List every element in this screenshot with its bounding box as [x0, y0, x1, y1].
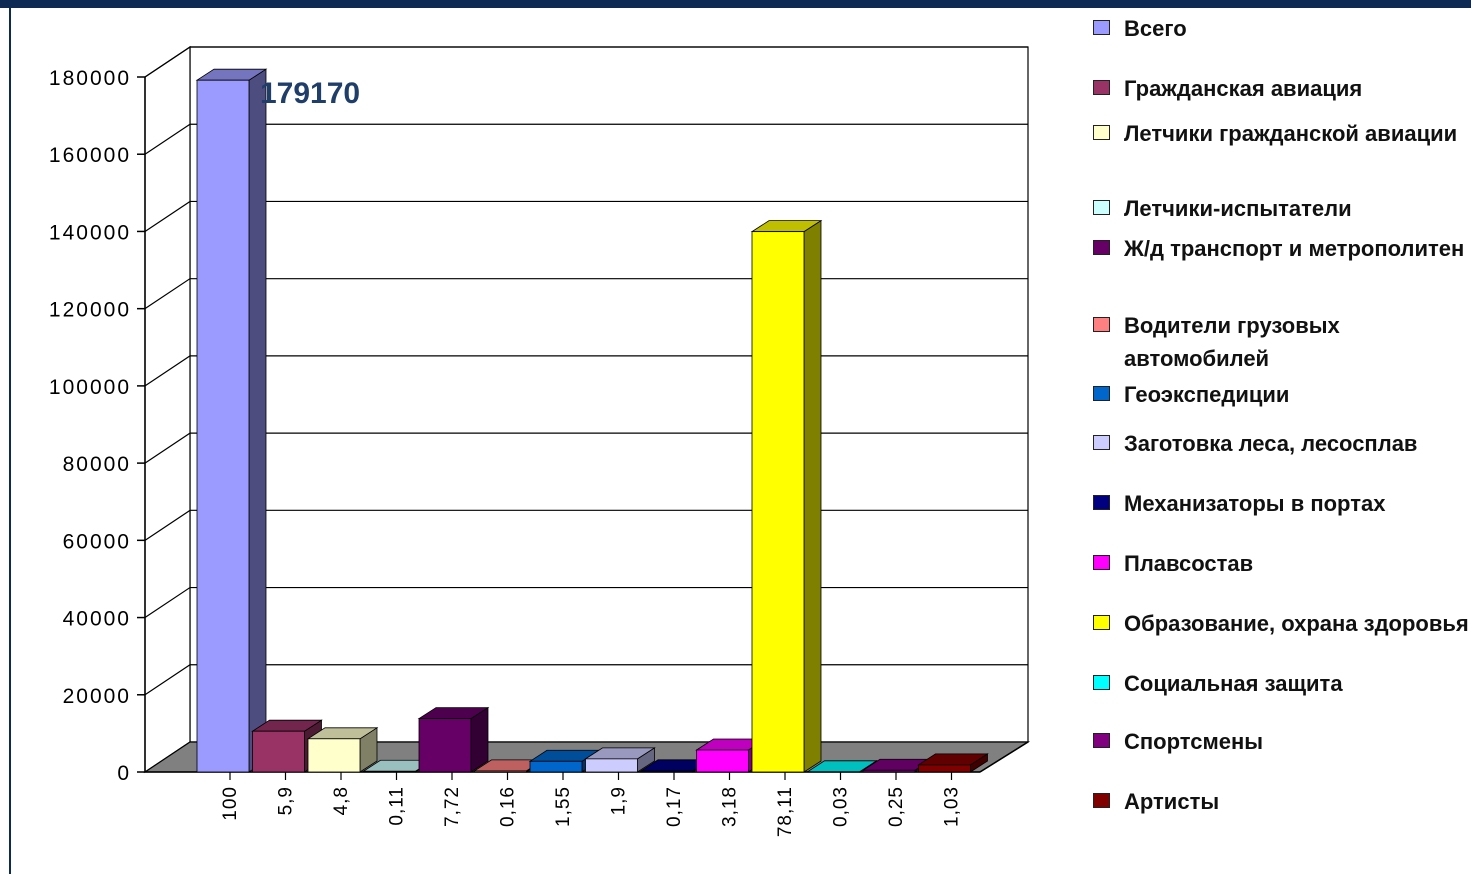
legend-label: Водители грузовых автомобилей	[1124, 313, 1340, 371]
legend-swatch	[1093, 675, 1110, 690]
legend-label: Механизаторы в портах	[1124, 491, 1386, 516]
bar-4	[417, 706, 490, 773]
x-tick-label: 7,72	[442, 786, 463, 827]
bar-front	[196, 79, 250, 773]
gridline	[144, 46, 1028, 78]
legend: Всего Гражданская авиация Летчики гражданс…	[1092, 12, 1469, 832]
bar-7	[584, 747, 656, 773]
x-tick-label: 100	[220, 786, 241, 821]
gridline	[144, 586, 1028, 619]
bar-front	[751, 231, 805, 773]
legend-label: Гражданская авиация	[1124, 76, 1363, 101]
bar-10	[750, 219, 823, 773]
legend-swatch	[1093, 386, 1110, 401]
gridline	[144, 123, 1028, 155]
bar-front	[918, 764, 971, 773]
bar-side	[803, 219, 822, 773]
bar-chart: 0 20000 40000 60000 80000 100000 120000 140000 1…	[49, 45, 1031, 837]
legend-label: Геоэкспедиции	[1124, 382, 1290, 407]
bar-2	[306, 727, 379, 773]
x-tick-label: 0,03	[831, 786, 852, 827]
x-tick-label: 3,18	[720, 786, 741, 827]
gridline	[144, 355, 1028, 387]
side-wall	[144, 45, 191, 774]
legend-swatch	[1093, 615, 1110, 630]
y-tick-label: 180000	[49, 67, 131, 90]
legend-swatch	[1093, 80, 1110, 95]
y-tick-label: 0	[117, 762, 131, 785]
x-tick-label: 4,8	[331, 786, 352, 815]
legend-swatch	[1093, 495, 1110, 510]
bar-11	[806, 760, 878, 773]
x-tick-label: 1,9	[609, 786, 630, 815]
y-tick-label: 140000	[49, 221, 131, 244]
legend-label: Спортсмены	[1124, 729, 1264, 754]
y-tick-label: 120000	[49, 299, 131, 322]
data-label: 179170	[260, 77, 360, 110]
bar-front	[363, 770, 416, 773]
legend-swatch	[1093, 435, 1110, 450]
y-tick-label: 80000	[63, 453, 131, 476]
bar-0	[195, 68, 268, 773]
legend-label: Образование, охрана здоровья	[1124, 611, 1469, 636]
x-tick-label: 1,55	[553, 786, 574, 827]
bar-front	[585, 758, 638, 773]
gridlines	[144, 46, 1028, 696]
bar-13	[917, 753, 989, 773]
gridline	[144, 664, 1028, 696]
bar-front	[307, 738, 361, 773]
legend-swatch	[1093, 793, 1110, 808]
bar-front	[252, 730, 305, 773]
legend-swatch	[1093, 240, 1110, 255]
x-tick-label: 5,9	[276, 786, 297, 815]
bar-front	[474, 770, 527, 773]
legend-label: Плавсостав	[1124, 551, 1254, 576]
floor-front-edge	[979, 741, 1029, 773]
x-tick-label: 0,16	[498, 786, 519, 827]
legend-label: Заготовка леса, лесосплав	[1124, 431, 1418, 456]
left-border	[9, 8, 11, 874]
gridline	[144, 509, 1028, 541]
legend-swatch	[1093, 125, 1110, 140]
legend-label: Ж/д транспорт и метрополитен	[1124, 236, 1465, 261]
y-tick-label: 160000	[49, 144, 131, 167]
gridline	[144, 432, 1028, 464]
legend-label: Летчики гражданской авиации	[1124, 121, 1458, 146]
legend-label: Социальная защита	[1124, 671, 1343, 696]
legend-label: Летчики-испытатели	[1124, 196, 1352, 221]
legend-swatch	[1093, 317, 1110, 332]
legend-label: Артисты	[1124, 789, 1220, 814]
legend-swatch	[1093, 200, 1110, 215]
bar-front	[862, 769, 916, 773]
x-tick-label: 0,11	[387, 786, 408, 826]
bar-front	[418, 718, 472, 773]
legend-swatch	[1093, 555, 1110, 570]
x-tick-label: 78,11	[775, 786, 796, 837]
gridline	[144, 200, 1028, 232]
bar-side	[248, 68, 267, 773]
top-border	[0, 0, 1471, 8]
bar-front	[529, 760, 583, 773]
x-tick-labels: 100 5,9 4,8 0,11 7,72 0,16 1,55 1,9 0,17 3,18 78,1…	[220, 772, 963, 837]
bar-front	[696, 749, 749, 773]
x-tick-label: 0,17	[664, 786, 685, 827]
legend-label: Всего	[1124, 16, 1187, 41]
legend-swatch	[1093, 20, 1110, 35]
legend-swatch	[1093, 733, 1110, 748]
y-tick-labels: 0 20000 40000 60000 80000 100000 120000 140000 1…	[49, 67, 145, 785]
bars	[195, 68, 989, 773]
x-tick-label: 1,03	[942, 786, 963, 827]
y-tick-label: 60000	[63, 530, 131, 553]
x-tick-label: 0,25	[886, 786, 907, 827]
back-wall	[189, 46, 1029, 743]
y-tick-label: 20000	[63, 685, 131, 708]
bar-front	[640, 770, 694, 773]
y-tick-label: 40000	[63, 608, 131, 631]
gridline	[144, 278, 1028, 310]
y-tick-label: 100000	[49, 376, 131, 399]
